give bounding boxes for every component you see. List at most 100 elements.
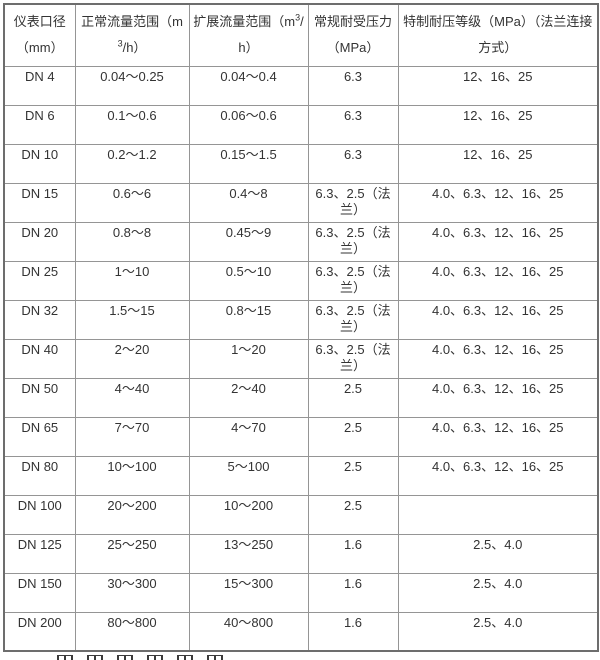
header-text: /h） (238, 14, 304, 56)
cell-diameter: DN 32 (3, 299, 76, 340)
cell-diameter: DN 6 (3, 104, 76, 145)
cell-normal-range: 0.2～1.2 (74, 143, 190, 184)
column-header-pressure: 常规耐受压力（MPa） (307, 3, 399, 67)
clipped-char-mark (147, 655, 163, 660)
cell-extended-range: 0.8～15 (188, 299, 309, 340)
cell-diameter: DN 65 (3, 416, 76, 457)
column-header-diameter: 仪表口径（mm） (3, 3, 76, 67)
cell-special-pressure: 2.5、4.0 (397, 611, 599, 652)
cell-pressure: 2.5 (307, 494, 399, 535)
table-row: DN 65 7～70 4～70 2.5 4.0、6.3、12、16、25 (3, 416, 599, 457)
table-header: 仪表口径（mm） 正常流量范围（m3/h） 扩展流量范围（m3/h） 常规耐受压… (3, 3, 599, 67)
table-row: DN 80 10～100 5～100 2.5 4.0、6.3、12、16、25 (3, 455, 599, 496)
cell-pressure: 2.5 (307, 377, 399, 418)
table-row: DN 10 0.2～1.2 0.15～1.5 6.3 12、16、25 (3, 143, 599, 184)
header-text: 仪表口径（mm） (13, 14, 66, 56)
cell-special-pressure: 4.0、6.3、12、16、25 (397, 416, 599, 457)
cell-normal-range: 2～20 (74, 338, 190, 379)
cell-diameter: DN 15 (3, 182, 76, 223)
cell-normal-range: 30～300 (74, 572, 190, 613)
cell-pressure: 6.3、2.5（法兰） (307, 221, 399, 262)
clipped-char-mark (57, 655, 73, 660)
column-header-normal-range: 正常流量范围（m 3/h） (74, 3, 190, 67)
table-row: DN 15 0.6～6 0.4～8 6.3、2.5（法兰） 4.0、6.3、12… (3, 182, 599, 223)
cell-normal-range: 10～100 (74, 455, 190, 496)
cell-special-pressure: 4.0、6.3、12、16、25 (397, 338, 599, 379)
cell-pressure: 1.6 (307, 533, 399, 574)
cell-diameter: DN 25 (3, 260, 76, 301)
cell-pressure: 6.3、2.5（法兰） (307, 260, 399, 301)
table-row: DN 50 4～40 2～40 2.5 4.0、6.3、12、16、25 (3, 377, 599, 418)
cell-extended-range: 2～40 (188, 377, 309, 418)
table-row: DN 25 1～10 0.5～10 6.3、2.5（法兰） 4.0、6.3、12… (3, 260, 599, 301)
cell-diameter: DN 20 (3, 221, 76, 262)
cell-diameter: DN 150 (3, 572, 76, 613)
cell-special-pressure: 4.0、6.3、12、16、25 (397, 299, 599, 340)
cell-normal-range: 0.1～0.6 (74, 104, 190, 145)
table-row: DN 200 80～800 40～800 1.6 2.5、4.0 (3, 611, 599, 652)
clipped-char-mark (207, 655, 223, 660)
column-header-special-pressure: 特制耐压等级（MPa）（法兰连接方式） (397, 3, 599, 67)
cell-pressure: 6.3 (307, 65, 399, 106)
cell-pressure: 6.3、2.5（法兰） (307, 299, 399, 340)
table-body: DN 4 0.04～0.25 0.04～0.4 6.3 12、16、25 DN … (3, 65, 599, 652)
cell-special-pressure: 4.0、6.3、12、16、25 (397, 377, 599, 418)
table-row: DN 40 2～20 1～20 6.3、2.5（法兰） 4.0、6.3、12、1… (3, 338, 599, 379)
cell-extended-range: 15～300 (188, 572, 309, 613)
cell-diameter: DN 40 (3, 338, 76, 379)
cell-diameter: DN 50 (3, 377, 76, 418)
cell-pressure: 2.5 (307, 416, 399, 457)
cell-normal-range: 4～40 (74, 377, 190, 418)
table-row: DN 32 1.5～15 0.8～15 6.3、2.5（法兰） 4.0、6.3、… (3, 299, 599, 340)
cell-pressure: 2.5 (307, 455, 399, 496)
cell-pressure: 6.3 (307, 104, 399, 145)
cell-normal-range: 80～800 (74, 611, 190, 652)
table-row: DN 6 0.1～0.6 0.06～0.6 6.3 12、16、25 (3, 104, 599, 145)
clipped-char-mark (87, 655, 103, 660)
cell-normal-range: 0.04～0.25 (74, 65, 190, 106)
cell-extended-range: 1～20 (188, 338, 309, 379)
table-row: DN 150 30～300 15～300 1.6 2.5、4.0 (3, 572, 599, 613)
header-text: /h） (122, 40, 147, 56)
cell-extended-range: 0.04～0.4 (188, 65, 309, 106)
cell-normal-range: 20～200 (74, 494, 190, 535)
cell-special-pressure: 12、16、25 (397, 65, 599, 106)
cell-special-pressure: 12、16、25 (397, 143, 599, 184)
cell-special-pressure: 4.0、6.3、12、16、25 (397, 221, 599, 262)
table-row: DN 100 20～200 10～200 2.5 (3, 494, 599, 535)
cell-extended-range: 0.15～1.5 (188, 143, 309, 184)
cell-extended-range: 4～70 (188, 416, 309, 457)
cell-normal-range: 25～250 (74, 533, 190, 574)
cell-pressure: 6.3、2.5（法兰） (307, 338, 399, 379)
cell-extended-range: 13～250 (188, 533, 309, 574)
cell-normal-range: 7～70 (74, 416, 190, 457)
cell-special-pressure: 12、16、25 (397, 104, 599, 145)
cell-normal-range: 1～10 (74, 260, 190, 301)
superscript-3: 3 (295, 12, 301, 23)
cell-extended-range: 5～100 (188, 455, 309, 496)
cell-special-pressure (397, 494, 599, 535)
clipped-char-mark (117, 655, 133, 660)
clipped-text-fragment (57, 655, 237, 660)
cell-diameter: DN 10 (3, 143, 76, 184)
header-text: 常规耐受压力（MPa） (313, 14, 392, 56)
cell-special-pressure: 4.0、6.3、12、16、25 (397, 260, 599, 301)
cell-extended-range: 40～800 (188, 611, 309, 652)
header-text: 正常流量范围（m (81, 14, 183, 30)
cell-diameter: DN 200 (3, 611, 76, 652)
cell-extended-range: 0.06～0.6 (188, 104, 309, 145)
cell-extended-range: 0.45～9 (188, 221, 309, 262)
cell-pressure: 6.3 (307, 143, 399, 184)
cell-extended-range: 0.5～10 (188, 260, 309, 301)
cell-extended-range: 0.4～8 (188, 182, 309, 223)
spec-table: 仪表口径（mm） 正常流量范围（m3/h） 扩展流量范围（m3/h） 常规耐受压… (3, 3, 599, 652)
table-row: DN 20 0.8～8 0.45～9 6.3、2.5（法兰） 4.0、6.3、1… (3, 221, 599, 262)
cell-pressure: 1.6 (307, 611, 399, 652)
cell-diameter: DN 80 (3, 455, 76, 496)
cell-normal-range: 0.6～6 (74, 182, 190, 223)
cell-diameter: DN 100 (3, 494, 76, 535)
header-row: 仪表口径（mm） 正常流量范围（m3/h） 扩展流量范围（m3/h） 常规耐受压… (3, 3, 599, 67)
superscript-3: 3 (117, 38, 123, 49)
table-row: DN 125 25～250 13～250 1.6 2.5、4.0 (3, 533, 599, 574)
